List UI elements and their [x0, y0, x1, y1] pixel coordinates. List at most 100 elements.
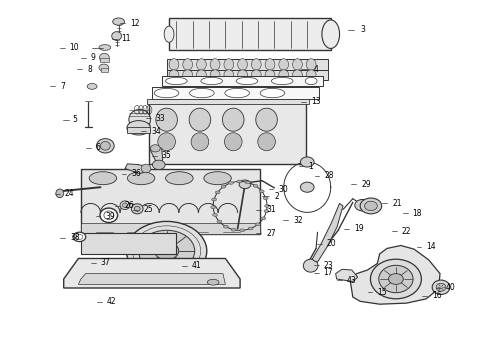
Bar [162, 76, 323, 86]
Ellipse shape [183, 59, 193, 70]
Text: 37: 37 [100, 258, 110, 267]
Ellipse shape [322, 20, 340, 49]
Ellipse shape [207, 279, 219, 285]
Ellipse shape [210, 70, 220, 79]
Ellipse shape [236, 77, 258, 85]
Text: 22: 22 [402, 227, 411, 236]
Ellipse shape [389, 274, 403, 284]
Ellipse shape [183, 70, 193, 79]
Ellipse shape [271, 77, 293, 85]
Ellipse shape [166, 172, 193, 185]
Bar [167, 59, 328, 70]
Ellipse shape [120, 201, 130, 210]
Ellipse shape [169, 70, 179, 79]
Ellipse shape [300, 157, 314, 167]
Ellipse shape [222, 108, 244, 131]
Ellipse shape [259, 190, 264, 193]
Text: 18: 18 [413, 209, 422, 217]
Text: 21: 21 [392, 199, 401, 208]
Polygon shape [350, 246, 440, 304]
Ellipse shape [99, 45, 111, 50]
Ellipse shape [293, 59, 302, 70]
Bar [100, 58, 109, 62]
Ellipse shape [166, 77, 187, 85]
Polygon shape [125, 164, 149, 174]
Text: 12: 12 [130, 19, 139, 28]
Ellipse shape [141, 164, 151, 173]
Ellipse shape [204, 172, 231, 185]
Polygon shape [64, 258, 240, 288]
Ellipse shape [201, 77, 222, 85]
Text: 5: 5 [73, 115, 77, 124]
Ellipse shape [231, 228, 236, 231]
Ellipse shape [253, 184, 258, 187]
Text: 39: 39 [105, 212, 115, 220]
Text: 11: 11 [122, 35, 131, 44]
Ellipse shape [239, 180, 251, 189]
Ellipse shape [370, 259, 421, 299]
Text: 8: 8 [87, 65, 92, 74]
Bar [167, 70, 328, 80]
Ellipse shape [265, 59, 275, 70]
Text: 23: 23 [323, 261, 333, 270]
Text: 7: 7 [60, 82, 65, 91]
Ellipse shape [196, 70, 206, 79]
Text: 19: 19 [354, 224, 364, 233]
Ellipse shape [436, 283, 446, 291]
Ellipse shape [264, 210, 269, 212]
Ellipse shape [113, 18, 124, 25]
Text: 43: 43 [347, 276, 357, 284]
Ellipse shape [152, 160, 165, 170]
Text: 25: 25 [143, 205, 153, 214]
Ellipse shape [100, 141, 110, 150]
Ellipse shape [238, 70, 247, 79]
Ellipse shape [305, 77, 317, 85]
Ellipse shape [279, 70, 289, 79]
Text: 38: 38 [70, 233, 80, 242]
Text: 41: 41 [192, 261, 202, 270]
Text: 16: 16 [432, 292, 442, 300]
Ellipse shape [248, 227, 253, 230]
Bar [81, 233, 176, 254]
Text: 27: 27 [266, 229, 276, 238]
Ellipse shape [256, 108, 277, 131]
Text: 10: 10 [70, 43, 79, 52]
Ellipse shape [73, 232, 86, 242]
Ellipse shape [87, 84, 97, 89]
Ellipse shape [260, 89, 285, 98]
Text: 17: 17 [323, 268, 333, 277]
Ellipse shape [126, 221, 207, 280]
Ellipse shape [245, 181, 250, 184]
Ellipse shape [238, 59, 247, 70]
Text: 9: 9 [91, 53, 96, 62]
Ellipse shape [210, 59, 220, 70]
Text: 6: 6 [96, 143, 100, 152]
Text: 2: 2 [274, 192, 279, 201]
Ellipse shape [196, 59, 206, 70]
Ellipse shape [265, 204, 270, 207]
Text: 28: 28 [324, 171, 334, 180]
Ellipse shape [293, 70, 302, 79]
Ellipse shape [190, 89, 214, 98]
Ellipse shape [212, 198, 217, 201]
Text: 26: 26 [125, 202, 135, 210]
Text: 33: 33 [156, 114, 166, 122]
Ellipse shape [237, 180, 242, 183]
Ellipse shape [240, 229, 245, 232]
Ellipse shape [379, 265, 413, 293]
Ellipse shape [258, 133, 275, 151]
Ellipse shape [191, 133, 209, 151]
Ellipse shape [122, 203, 127, 207]
Ellipse shape [224, 70, 234, 79]
Ellipse shape [261, 217, 266, 220]
Ellipse shape [432, 280, 450, 294]
Text: 14: 14 [426, 242, 436, 251]
Ellipse shape [139, 230, 195, 271]
Text: 24: 24 [65, 189, 74, 198]
Ellipse shape [360, 198, 382, 214]
Ellipse shape [150, 145, 160, 152]
Ellipse shape [76, 234, 83, 239]
Ellipse shape [127, 172, 155, 185]
Bar [147, 99, 309, 104]
Text: 36: 36 [131, 169, 141, 178]
